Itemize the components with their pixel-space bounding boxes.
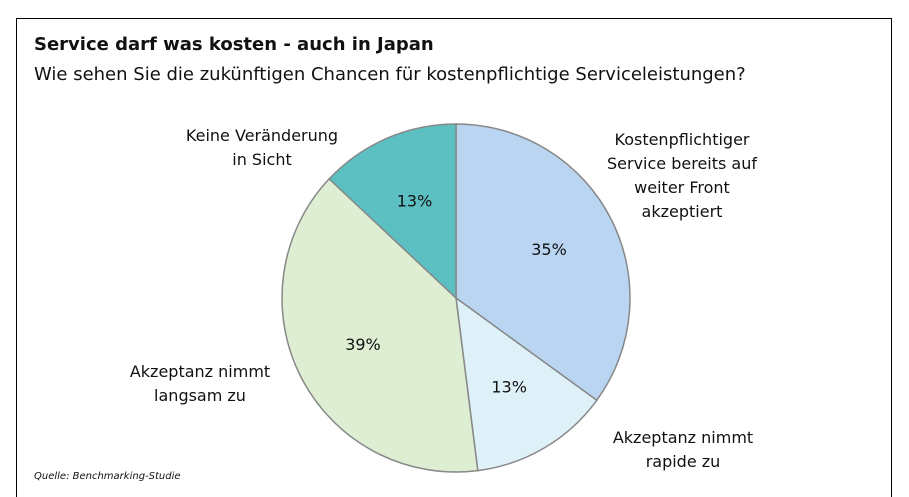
- frame-top: [16, 18, 892, 19]
- slice-label: Akzeptanz nimmt langsam zu: [129, 362, 271, 405]
- value-label: 13%: [397, 192, 433, 211]
- frame-right: [891, 18, 892, 497]
- slice-label: Keine Veränderung in Sicht: [185, 126, 339, 169]
- value-label: 39%: [345, 335, 381, 354]
- pie-slice: [328, 123, 457, 300]
- source-note: Quelle: Benchmarking-Studie: [34, 471, 181, 482]
- chart-subtitle: Wie sehen Sie die zukünftigen Chancen fü…: [34, 64, 746, 85]
- pie-slice: [455, 123, 631, 402]
- chart-title: Service darf was kosten - auch in Japan: [34, 34, 434, 55]
- value-label: 13%: [491, 377, 527, 396]
- frame-left: [16, 18, 17, 497]
- slice-label: Akzeptanz nimmt rapide zu: [612, 428, 754, 471]
- value-label: 35%: [531, 240, 567, 259]
- pie-slice: [455, 296, 598, 472]
- slice-label: Kostenpflichtiger Service bereits auf we…: [606, 130, 758, 221]
- pie-slice: [281, 177, 479, 473]
